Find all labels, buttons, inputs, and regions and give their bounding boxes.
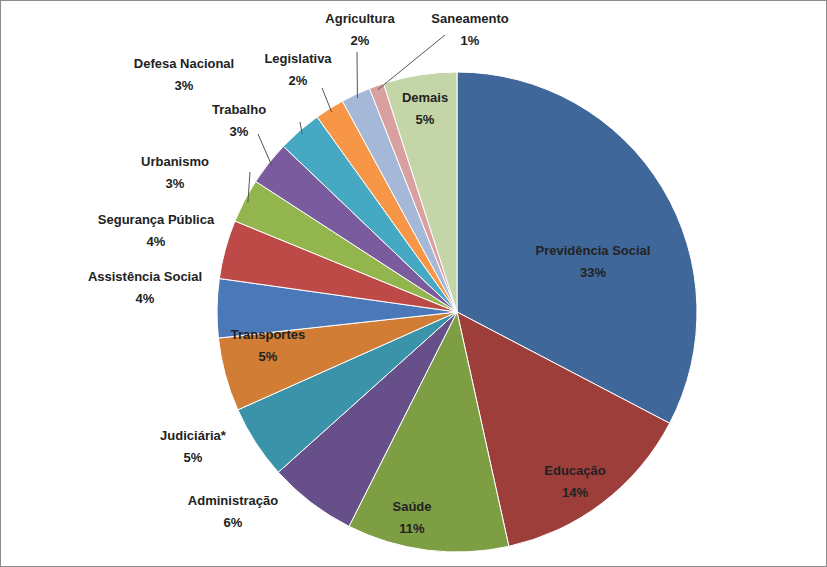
value-label: 3% (175, 78, 194, 93)
category-label: Administração (188, 493, 278, 508)
category-label: Agricultura (325, 11, 395, 26)
category-label: Transportes (231, 327, 305, 342)
leader-line (300, 122, 302, 134)
value-label: 3% (166, 176, 185, 191)
category-label: Demais (402, 90, 448, 105)
category-label: Judiciária* (160, 428, 227, 443)
leader-line (258, 134, 272, 166)
value-label: 11% (399, 521, 425, 536)
value-label: 14% (562, 485, 588, 500)
value-label: 4% (136, 291, 155, 306)
category-label: Assistência Social (88, 269, 202, 284)
slices (217, 72, 697, 552)
category-label: Saneamento (431, 11, 508, 26)
category-label: Trabalho (212, 102, 266, 117)
value-label: 2% (289, 73, 308, 88)
category-label: Previdência Social (536, 243, 651, 258)
value-label: 1% (461, 33, 480, 48)
chart: Previdência Social 33% Educação 14% Saúde 11%… (0, 0, 827, 567)
value-label: 3% (230, 124, 249, 139)
value-label: 5% (259, 349, 278, 364)
value-label: 5% (416, 112, 435, 127)
value-label: 33% (580, 265, 606, 280)
leader-line (248, 172, 250, 203)
category-label: Defesa Nacional (134, 56, 234, 71)
leader-line (378, 35, 445, 90)
value-label: 5% (184, 450, 203, 465)
frame (1, 1, 827, 567)
category-label: Educação (544, 463, 605, 478)
category-label: Saúde (392, 499, 431, 514)
category-label: Segurança Pública (98, 212, 215, 227)
value-label: 4% (147, 234, 166, 249)
slice (218, 312, 457, 410)
category-label: Urbanismo (141, 154, 209, 169)
value-label: 2% (351, 33, 370, 48)
value-label: 6% (224, 515, 243, 530)
slice (384, 72, 457, 312)
labels: Previdência Social 33% Educação 14% Saúde 11%… (88, 11, 651, 536)
category-label: Legislativa (264, 51, 332, 66)
leader-line (357, 52, 358, 98)
leader-line (322, 88, 332, 112)
